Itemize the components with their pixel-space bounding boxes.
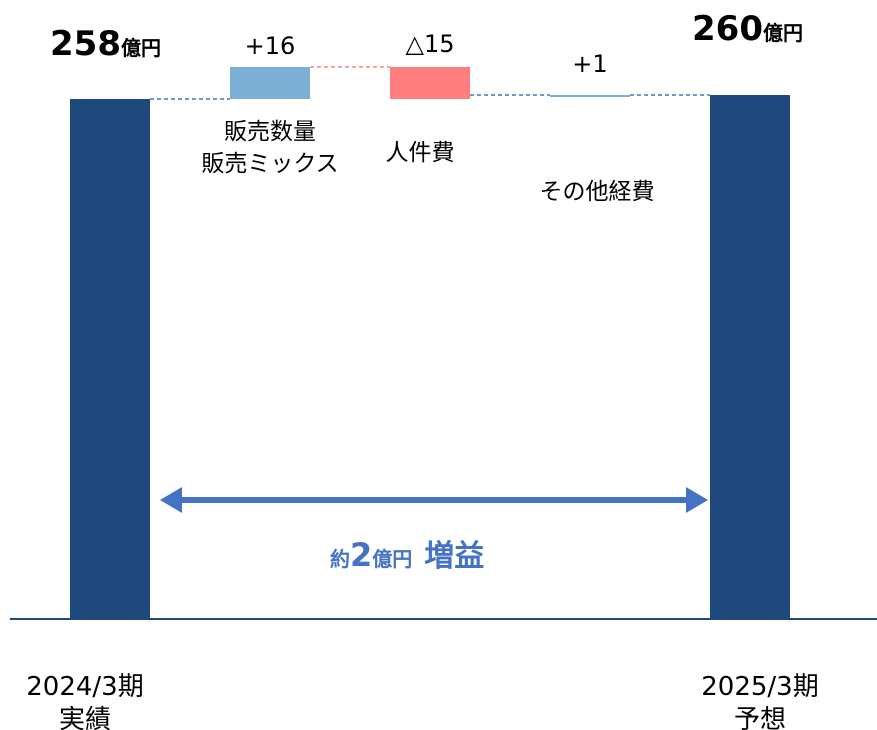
period-label-start-line1: 2024/3期 [26, 672, 143, 702]
total-label-start: 258億円 [50, 24, 161, 64]
summary-word: 増益 [424, 539, 484, 574]
summary-prefix: 約 [330, 547, 350, 571]
arrow-head-right [686, 487, 708, 513]
total-label-end: 260億円 [692, 9, 803, 49]
period-label-end-line2: 予想 [734, 705, 786, 730]
total-start-unit: 億円 [121, 36, 161, 60]
summary-number: 2 [350, 536, 372, 574]
period-label-end-line1: 2025/3期 [701, 672, 818, 702]
bar-2024-actual [70, 99, 150, 619]
step-name-personnel-1: 人件費 [386, 140, 455, 166]
bar-2025-forecast [710, 95, 790, 619]
step-bar-volume [230, 67, 310, 99]
total-end-number: 260 [692, 9, 763, 49]
summary-label: 約2億円 増益 [330, 536, 484, 574]
step-value-personnel: △15 [406, 30, 455, 58]
step-bar-personnel [390, 67, 470, 99]
step-value-volume: +16 [245, 32, 296, 60]
connector-lines [150, 66, 710, 100]
step-name-volume-1: 販売数量 [224, 119, 316, 145]
difference-arrow [160, 487, 708, 513]
arrow-head-left [160, 487, 182, 513]
step-name-volume-2: 販売ミックス [201, 151, 338, 177]
total-end-unit: 億円 [763, 21, 803, 45]
step-name-other-1: その他経費 [540, 179, 655, 205]
step-value-other: +1 [572, 50, 607, 78]
period-label-start-line2: 実績 [59, 705, 111, 730]
step-bar-other [550, 95, 630, 97]
total-start-number: 258 [50, 24, 121, 64]
summary-unit: 億円 [372, 547, 412, 571]
